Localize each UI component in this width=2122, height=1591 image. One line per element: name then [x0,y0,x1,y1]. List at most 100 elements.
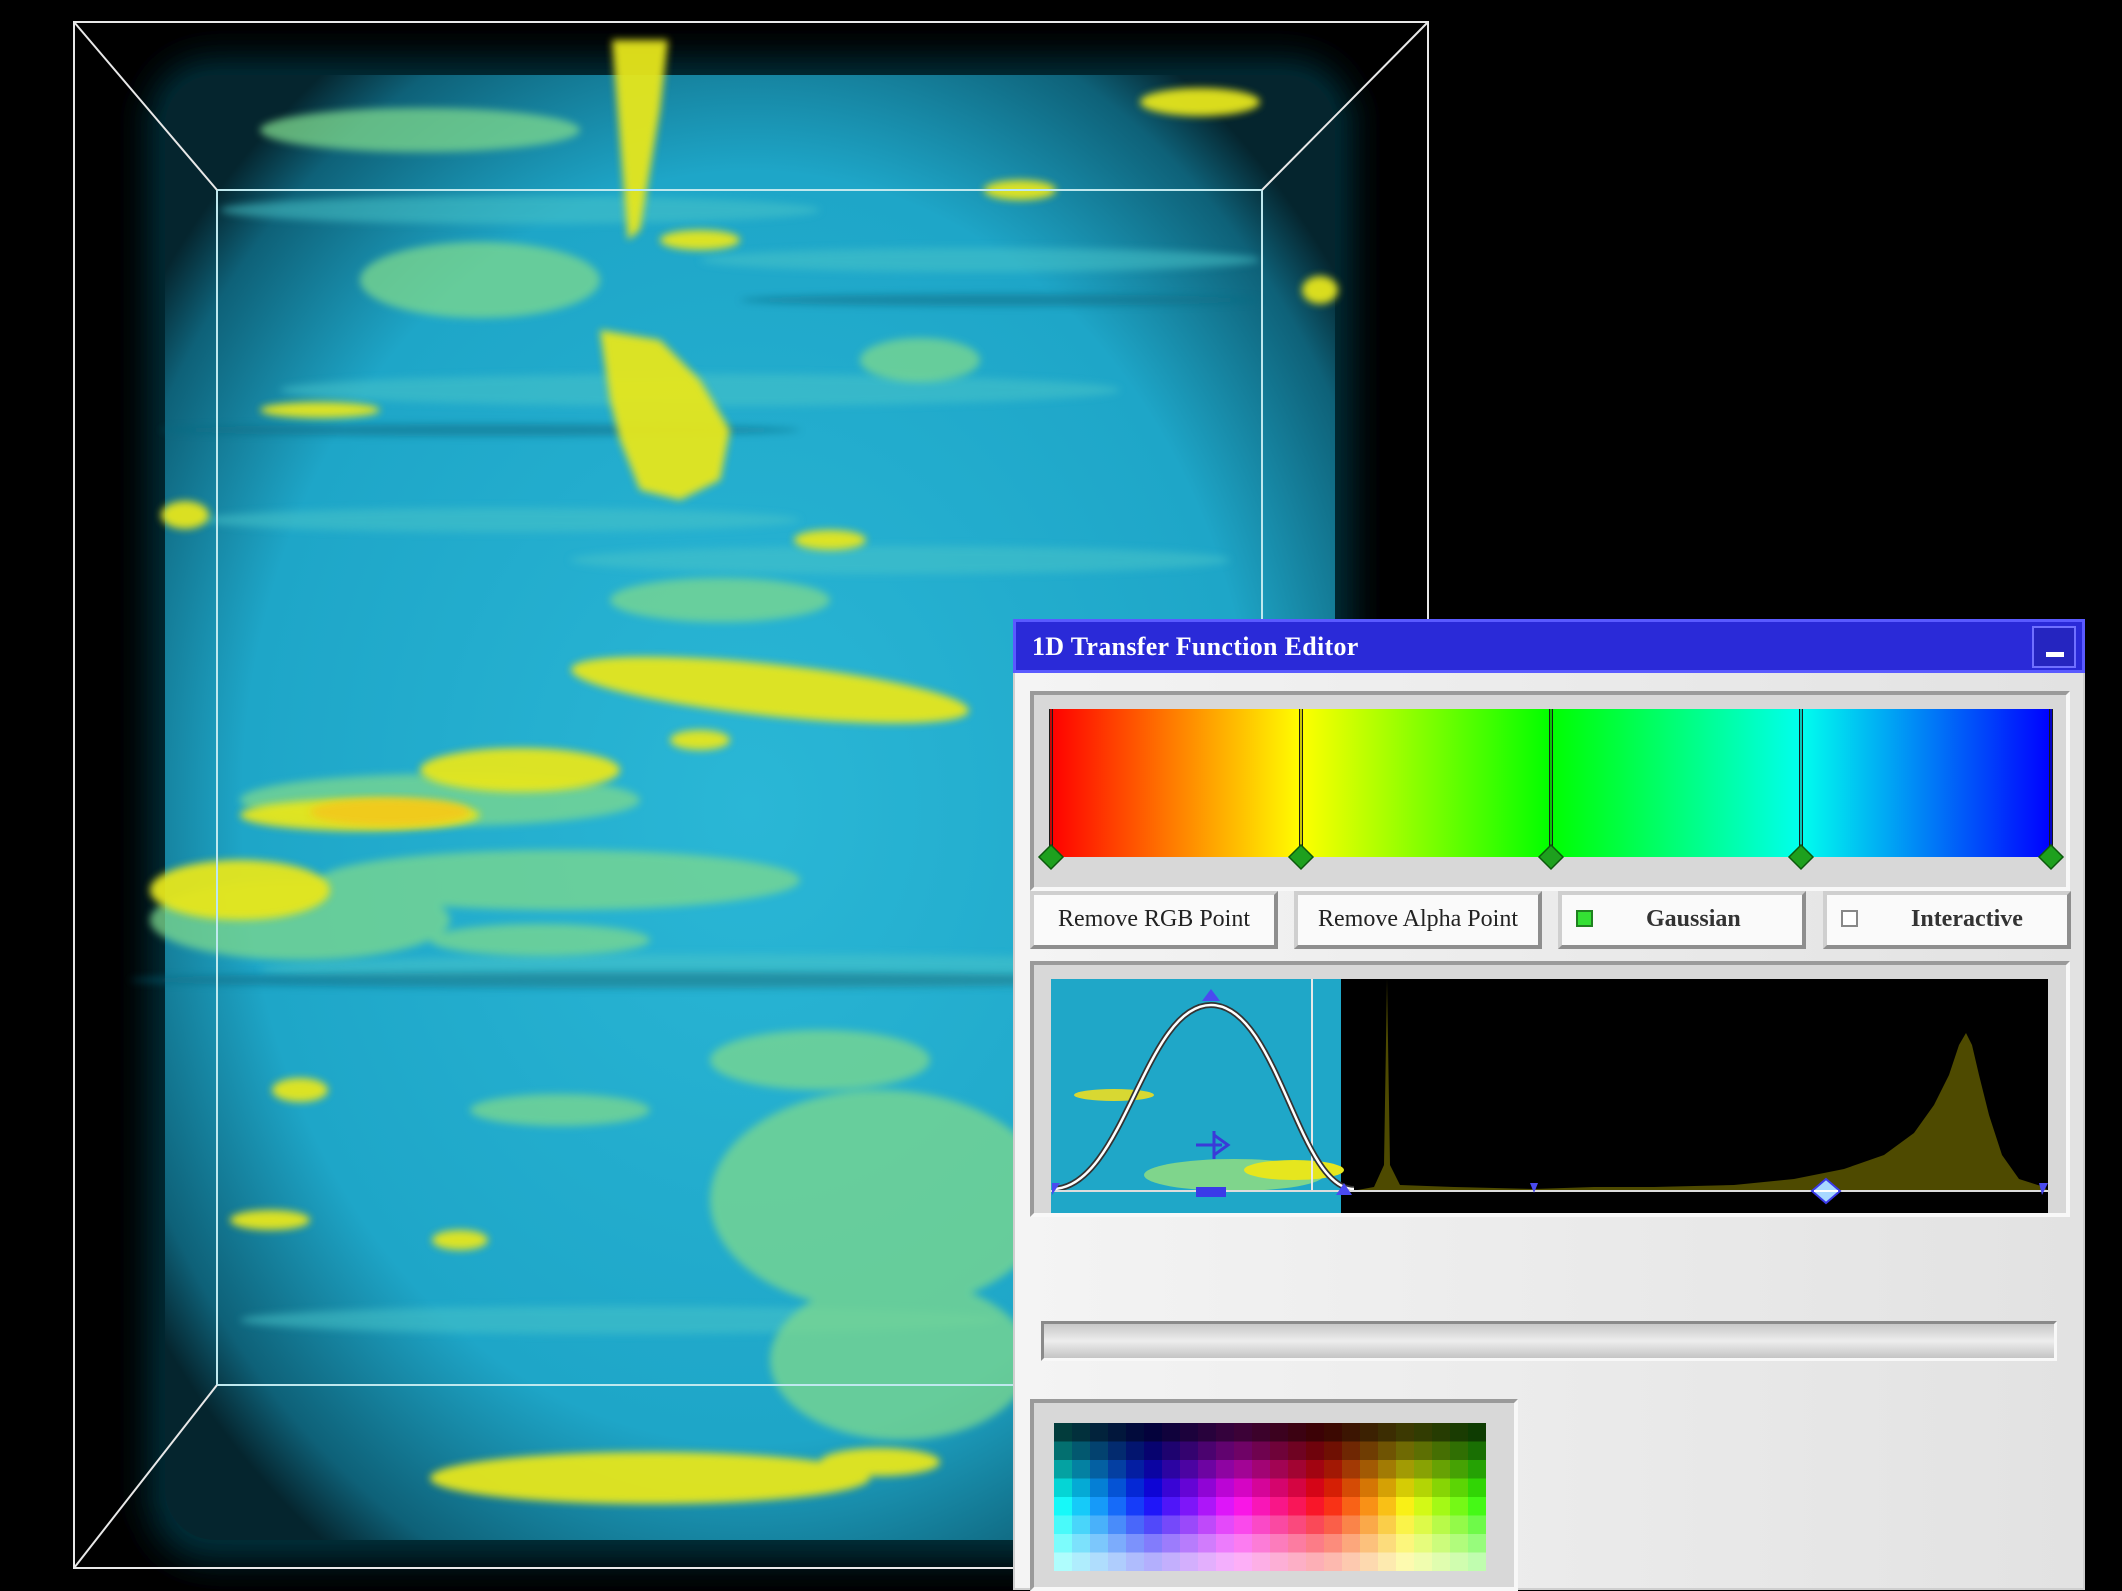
palette-swatch[interactable] [1162,1534,1181,1553]
palette-swatch[interactable] [1126,1552,1145,1572]
palette-swatch[interactable] [1216,1423,1235,1442]
palette-swatch[interactable] [1054,1515,1073,1535]
palette-swatch[interactable] [1234,1515,1253,1535]
palette-swatch[interactable] [1342,1534,1361,1553]
palette-swatch[interactable] [1360,1478,1379,1498]
color-point-marker[interactable] [1287,843,1315,871]
palette-swatch[interactable] [1198,1441,1217,1461]
palette-swatch[interactable] [1270,1552,1289,1572]
palette-swatch[interactable] [1432,1423,1451,1442]
palette-swatch[interactable] [1468,1497,1486,1516]
alpha-point-handle[interactable] [1336,1183,1352,1195]
palette-swatch[interactable] [1396,1478,1415,1498]
palette-swatch[interactable] [1414,1515,1433,1535]
palette-swatch[interactable] [1180,1478,1199,1498]
palette-swatch[interactable] [1252,1460,1271,1479]
interactive-checkbox[interactable] [1841,910,1858,927]
palette-swatch[interactable] [1270,1478,1289,1498]
palette-swatch[interactable] [1144,1534,1163,1553]
palette-swatch[interactable] [1378,1460,1397,1479]
palette-swatch[interactable] [1072,1441,1091,1461]
palette-swatch[interactable] [1072,1460,1091,1479]
palette-swatch[interactable] [1162,1478,1181,1498]
palette-swatch[interactable] [1270,1423,1289,1442]
palette-swatch[interactable] [1288,1534,1307,1553]
palette-swatch[interactable] [1144,1497,1163,1516]
palette-swatch[interactable] [1324,1497,1343,1516]
palette-swatch[interactable] [1198,1423,1217,1442]
palette-swatch[interactable] [1054,1534,1073,1553]
palette-swatch[interactable] [1342,1460,1361,1479]
palette-swatch[interactable] [1216,1534,1235,1553]
palette-swatch[interactable] [1234,1441,1253,1461]
palette-swatch[interactable] [1360,1534,1379,1553]
palette-swatch[interactable] [1234,1423,1253,1442]
palette-swatch[interactable] [1234,1460,1253,1479]
color-point-marker[interactable] [1787,843,1815,871]
palette-swatch[interactable] [1090,1478,1109,1498]
palette-swatch[interactable] [1054,1423,1073,1442]
palette-swatch[interactable] [1090,1497,1109,1516]
palette-swatch[interactable] [1360,1515,1379,1535]
remove-alpha-point-button[interactable]: Remove Alpha Point [1294,891,1542,949]
palette-swatch[interactable] [1198,1460,1217,1479]
palette-swatch[interactable] [1108,1534,1127,1553]
palette-swatch[interactable] [1198,1478,1217,1498]
palette-swatch[interactable] [1396,1460,1415,1479]
palette-swatch[interactable] [1324,1552,1343,1572]
palette-swatch[interactable] [1288,1515,1307,1535]
palette-swatch[interactable] [1090,1534,1109,1553]
palette-swatch[interactable] [1162,1460,1181,1479]
palette-swatch[interactable] [1450,1460,1469,1479]
palette-swatch[interactable] [1360,1423,1379,1442]
gaussian-toggle[interactable]: Gaussian [1558,891,1806,949]
palette-swatch[interactable] [1090,1423,1109,1442]
palette-swatch[interactable] [1360,1497,1379,1516]
color-point-marker[interactable] [1537,843,1565,871]
histogram-scrollbar[interactable] [1041,1321,2057,1361]
palette-swatch[interactable] [1162,1497,1181,1516]
palette-swatch[interactable] [1162,1515,1181,1535]
palette-swatch[interactable] [1072,1423,1091,1442]
remove-rgb-point-button[interactable]: Remove RGB Point [1030,891,1278,949]
alpha-point-handle[interactable] [1530,1183,1538,1193]
palette-swatch[interactable] [1216,1515,1235,1535]
palette-swatch[interactable] [1270,1534,1289,1553]
palette-swatch[interactable] [1288,1478,1307,1498]
palette-swatch[interactable] [1126,1423,1145,1442]
palette-swatch[interactable] [1306,1478,1325,1498]
palette-swatch[interactable] [1162,1552,1181,1572]
palette-swatch[interactable] [1432,1515,1451,1535]
palette-swatch[interactable] [1360,1460,1379,1479]
gaussian-width-handle[interactable] [1196,1131,1231,1159]
palette-swatch[interactable] [1378,1441,1397,1461]
color-point-marker[interactable] [1037,843,1065,871]
palette-swatch[interactable] [1054,1478,1073,1498]
palette-swatch[interactable] [1468,1534,1486,1553]
palette-swatch[interactable] [1324,1423,1343,1442]
palette-swatch[interactable] [1180,1534,1199,1553]
palette-swatch[interactable] [1468,1478,1486,1498]
palette-swatch[interactable] [1414,1478,1433,1498]
palette-swatch[interactable] [1126,1534,1145,1553]
color-point-marker[interactable] [2037,843,2065,871]
palette-swatch[interactable] [1234,1552,1253,1572]
palette-swatch[interactable] [1108,1552,1127,1572]
gaussian-peak-handle[interactable] [1202,989,1220,1001]
window-titlebar[interactable]: 1D Transfer Function Editor [1013,619,2085,673]
palette-swatch[interactable] [1396,1441,1415,1461]
palette-swatch[interactable] [1126,1460,1145,1479]
palette-swatch[interactable] [1324,1515,1343,1535]
palette-swatch[interactable] [1216,1478,1235,1498]
palette-swatch[interactable] [1378,1478,1397,1498]
palette-swatch[interactable] [1054,1441,1073,1461]
gaussian-alpha-curve[interactable] [1051,1001,1355,1192]
color-gradient-canvas[interactable] [1034,695,2066,887]
palette-swatch[interactable] [1342,1552,1361,1572]
palette-swatch[interactable] [1108,1423,1127,1442]
palette-swatch[interactable] [1072,1478,1091,1498]
palette-swatch[interactable] [1180,1460,1199,1479]
palette-swatch[interactable] [1252,1534,1271,1553]
palette-swatch[interactable] [1306,1552,1325,1572]
palette-swatch[interactable] [1288,1552,1307,1572]
